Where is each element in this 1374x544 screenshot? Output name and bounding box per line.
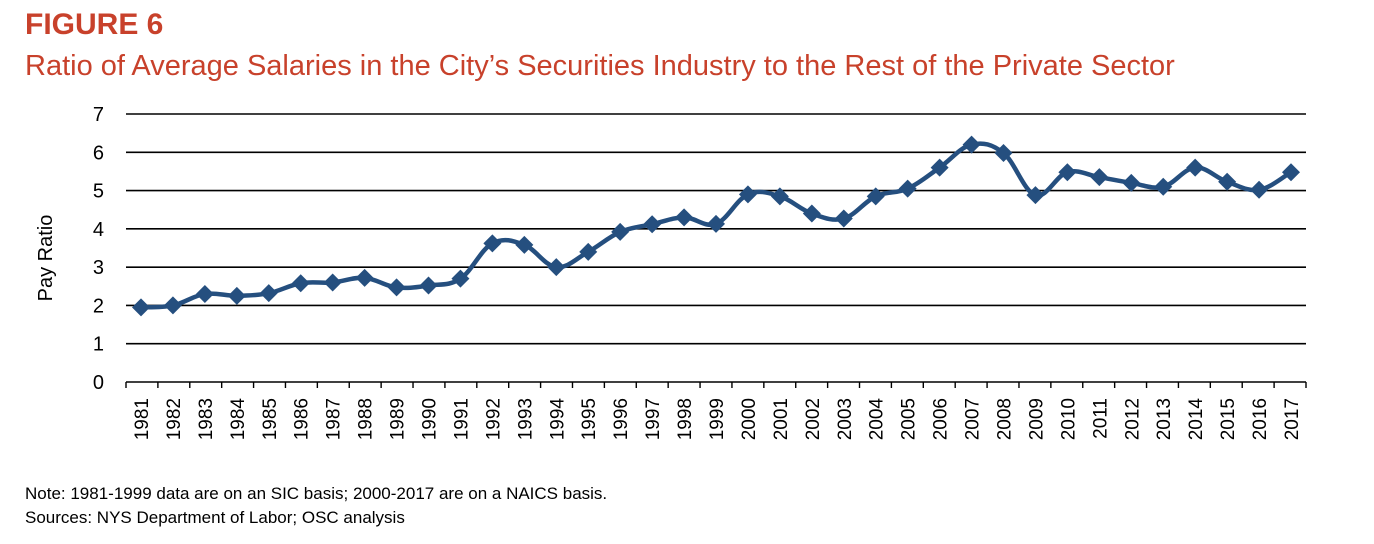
data-point-marker [419, 276, 438, 295]
x-tick-label: 2003 [835, 398, 856, 440]
y-tick-label: 2 [93, 295, 104, 317]
y-tick-labels: 0 1 2 3 4 5 6 7 [93, 104, 104, 394]
data-point-marker [291, 274, 310, 293]
data-point-marker [1154, 177, 1173, 196]
data-point-marker [355, 268, 374, 287]
x-tick-label: 1983 [196, 398, 217, 440]
figure-label: FIGURE 6 [25, 8, 164, 41]
data-note: Note: 1981-1999 data are on an SIC basis… [25, 484, 608, 503]
data-point-marker [515, 235, 534, 254]
data-point-marker [898, 179, 917, 198]
y-tick-label: 0 [93, 372, 104, 394]
x-tick-label: 2015 [1218, 398, 1239, 440]
y-tick-label: 6 [93, 142, 104, 164]
data-point-marker [1122, 173, 1141, 192]
data-point-marker [483, 234, 502, 253]
data-point-marker [195, 284, 214, 303]
x-tick-label: 2014 [1186, 398, 1207, 441]
data-point-marker [994, 144, 1013, 163]
y-tick-label: 4 [93, 219, 104, 241]
x-tick-label: 2009 [1026, 398, 1047, 440]
data-point-marker [675, 208, 694, 227]
x-tick-label: 1994 [547, 398, 568, 441]
data-point-marker [547, 258, 566, 277]
y-tick-label: 3 [93, 257, 104, 279]
data-point-marker [802, 204, 821, 223]
series-pay-ratio [132, 135, 1300, 317]
y-tick-label: 5 [93, 181, 104, 203]
x-tick-label: 2002 [803, 398, 824, 440]
data-point-marker [227, 286, 246, 305]
data-point-marker [930, 158, 949, 177]
data-point-marker [1026, 186, 1045, 205]
x-tick-label: 2012 [1122, 398, 1143, 440]
data-point-marker [707, 214, 725, 233]
x-tick-label: 1996 [611, 398, 632, 440]
data-point-marker [1218, 172, 1237, 191]
x-tick-label: 2000 [739, 398, 760, 440]
x-tick-label: 2017 [1282, 398, 1303, 440]
x-tick-label: 1999 [707, 398, 728, 440]
x-tick-label: 1985 [260, 398, 281, 440]
x-tick-label: 1988 [356, 398, 377, 440]
x-tick-label: 2006 [931, 398, 952, 440]
data-point-marker [1186, 158, 1205, 177]
x-tick-label: 1990 [420, 398, 441, 440]
x-tick-label: 1991 [451, 398, 472, 440]
x-tick-label: 1992 [483, 398, 504, 440]
x-tick-label: 1998 [675, 398, 696, 440]
x-tick-label: 1995 [579, 398, 600, 440]
x-tick-label: 1984 [228, 398, 249, 441]
x-tick-label: 1981 [132, 398, 153, 440]
data-point-marker [866, 187, 885, 206]
data-point-marker [611, 222, 630, 241]
x-tick-label: 2007 [963, 398, 984, 440]
x-tick-label: 2004 [867, 398, 888, 441]
data-point-marker [579, 242, 598, 261]
x-tick-label: 1987 [324, 398, 345, 440]
x-tick-label: 1989 [388, 398, 409, 440]
x-tick-label: 2010 [1058, 398, 1079, 440]
x-axis [125, 381, 1307, 388]
data-point-marker [163, 296, 182, 315]
data-point-marker [738, 185, 757, 204]
sources-note: Sources: NYS Department of Labor; OSC an… [25, 508, 405, 527]
x-tick-label: 2011 [1090, 398, 1111, 439]
x-tick-label: 1993 [515, 398, 536, 440]
data-point-marker [834, 209, 853, 228]
x-tick-labels: 1981 1982 1983 1984 1985 1986 1987 1988 1989 1990… [132, 398, 1303, 441]
data-point-marker [1058, 163, 1077, 182]
x-tick-label: 2016 [1250, 398, 1271, 440]
data-point-marker [259, 284, 278, 303]
data-point-marker [643, 215, 662, 234]
y-axis-label: Pay Ratio [35, 215, 57, 302]
data-point-marker [387, 278, 406, 297]
data-point-marker [1282, 163, 1300, 182]
data-point-marker [1090, 168, 1109, 187]
data-point-marker [451, 269, 470, 288]
x-tick-label: 1986 [292, 398, 313, 440]
x-tick-label: 1982 [164, 398, 185, 440]
y-tick-label: 7 [93, 104, 104, 126]
data-point-marker [132, 298, 150, 317]
data-point-marker [962, 135, 981, 154]
data-point-marker [323, 273, 342, 292]
x-tick-label: 1997 [643, 398, 664, 440]
data-point-marker [770, 187, 789, 206]
y-tick-label: 1 [93, 334, 104, 356]
gridlines [126, 113, 1306, 345]
x-tick-label: 2005 [899, 398, 920, 440]
x-tick-label: 2013 [1154, 398, 1175, 440]
chart-title: Ratio of Average Salaries in the City’s … [25, 50, 1175, 82]
x-tick-label: 2008 [995, 398, 1016, 440]
data-point-marker [1250, 180, 1269, 199]
x-tick-label: 2001 [771, 398, 792, 440]
